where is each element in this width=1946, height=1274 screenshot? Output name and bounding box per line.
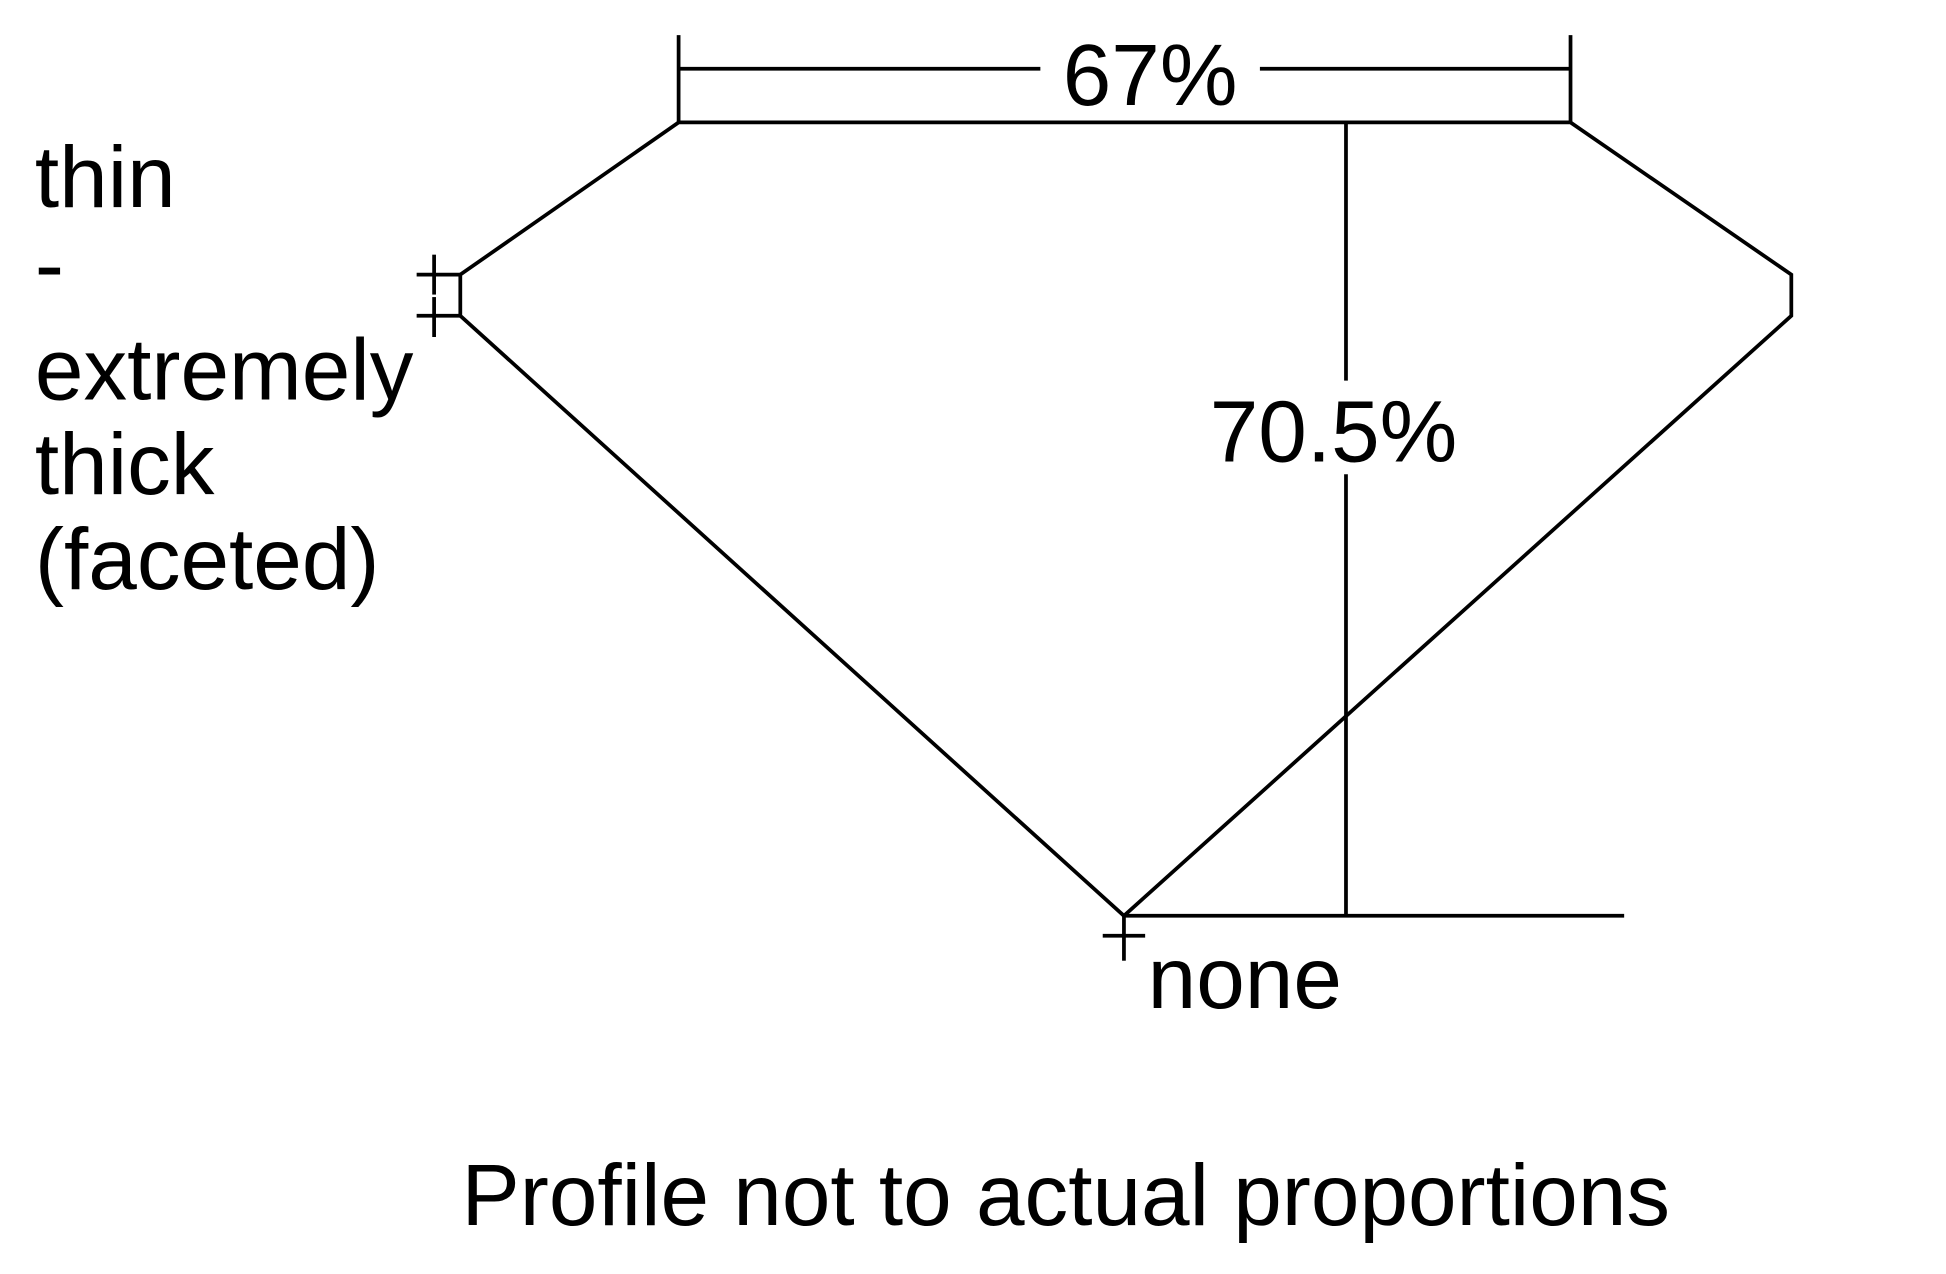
table-width-label: 67% (1063, 26, 1238, 124)
girdle-label: thin - extremely thick (faceted) (35, 128, 414, 608)
girdle-label-line: thick (35, 415, 215, 513)
girdle-label-line: thin (35, 128, 176, 226)
girdle-label-line: (faceted) (35, 510, 380, 608)
caption: Profile not to actual proportions (462, 1146, 1671, 1244)
total-depth-label: 70.5% (1210, 383, 1458, 481)
girdle-label-line: extremely (35, 320, 414, 418)
girdle-label-line: - (35, 216, 64, 314)
gem-profile-outline (458, 120, 1794, 919)
culet-label: none (1148, 929, 1342, 1027)
